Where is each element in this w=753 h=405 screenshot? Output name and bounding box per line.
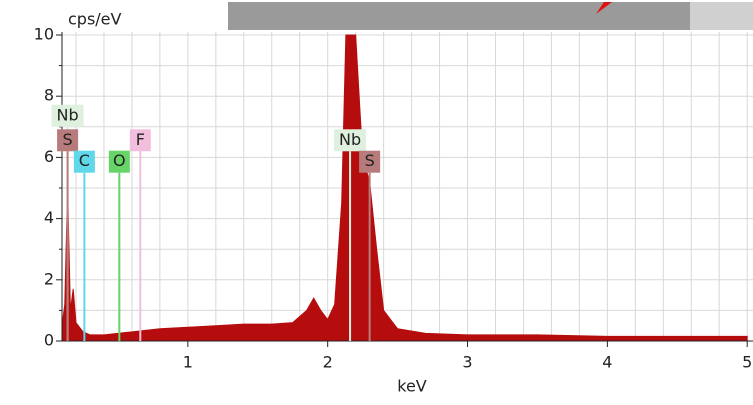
x-tick-label: 1 [183, 353, 193, 372]
y-tick-label: 2 [44, 269, 54, 288]
plot [62, 34, 748, 342]
element-label-bg [359, 150, 381, 173]
arrow [596, 2, 612, 14]
element-label-bg [51, 104, 84, 127]
grid [62, 32, 753, 342]
element-label: S [365, 151, 375, 170]
y-tick-label: 8 [44, 86, 54, 105]
element-label: C [79, 151, 90, 170]
x-tick-label: 2 [323, 353, 333, 372]
sem-image-strip [228, 2, 753, 30]
x-tick-label: 5 [742, 353, 752, 372]
y-tick-label: 10 [34, 25, 54, 44]
x-axis-label: keV [397, 377, 427, 396]
element-label-bg [57, 129, 79, 152]
element-label-bg [334, 129, 367, 152]
y-tick-label: 6 [44, 147, 54, 166]
element-label: Nb [339, 130, 361, 149]
y-tick-label: 4 [44, 208, 54, 227]
y-tick-label: 0 [44, 331, 54, 350]
element-label: F [136, 130, 145, 149]
y-axis-label: cps/eV [68, 10, 122, 29]
x-tick-label: 3 [462, 353, 472, 372]
element-label: S [63, 130, 73, 149]
element-label: Nb [57, 105, 79, 124]
sem-image-bright [690, 2, 753, 30]
element-label-bg [108, 150, 130, 173]
element-label: O [113, 151, 126, 170]
x-tick-label: 4 [602, 353, 612, 372]
spectrum [62, 34, 748, 342]
element-label-bg [73, 150, 95, 173]
element-label-bg [129, 129, 151, 152]
